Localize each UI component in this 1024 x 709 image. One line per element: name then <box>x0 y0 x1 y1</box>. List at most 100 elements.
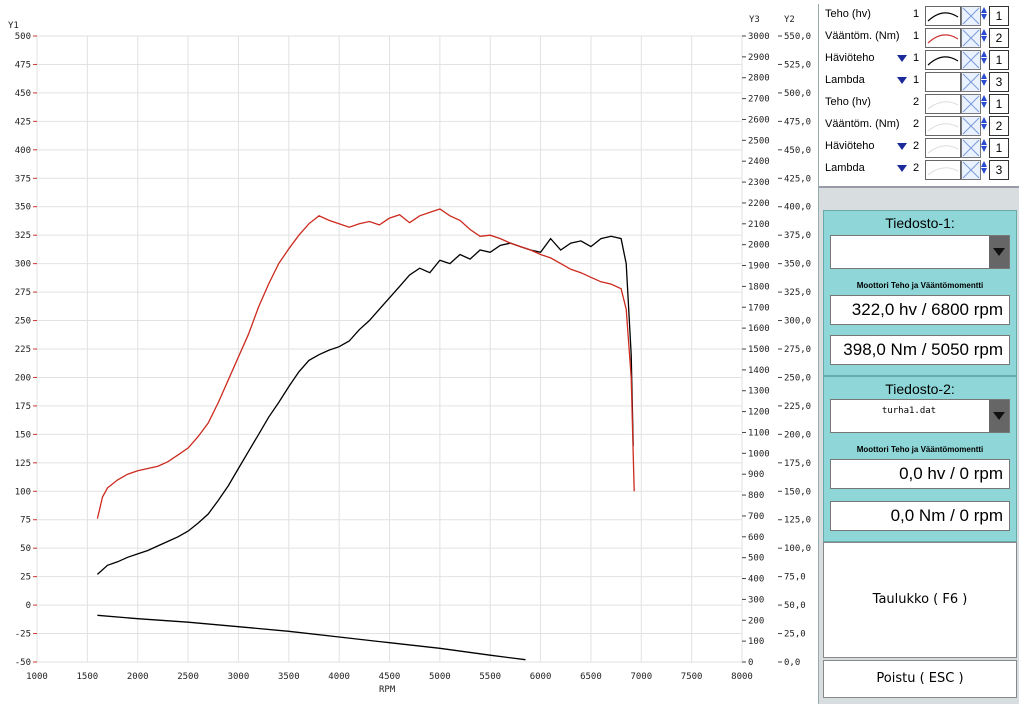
file1-select[interactable] <box>830 235 1010 269</box>
spin-up-icon[interactable] <box>980 73 987 79</box>
spin-up-icon[interactable] <box>980 117 987 123</box>
legend-row[interactable]: Vääntöm. (Nm) 1 2 <box>819 26 1019 48</box>
spin-down-icon[interactable] <box>980 102 987 108</box>
y3-tick-label: 400 <box>748 575 764 585</box>
y3-tick-label: 1200 <box>748 408 770 418</box>
line-style-icon[interactable] <box>925 50 961 70</box>
legend-row[interactable]: Häviöteho 2 1 <box>819 136 1019 158</box>
legend-row[interactable]: Häviöteho 1 1 <box>819 48 1019 70</box>
legend-row[interactable]: Vääntöm. (Nm) 2 2 <box>819 114 1019 136</box>
y1-tick-label: 475 <box>15 60 31 70</box>
y3-tick-label: 1500 <box>748 345 770 355</box>
x-tick-label: 3000 <box>228 672 250 682</box>
series-line-h-vi-teho <box>97 614 526 661</box>
visibility-toggle-icon[interactable] <box>961 94 981 114</box>
visibility-toggle-icon[interactable] <box>961 50 981 70</box>
legend-axis-number: 2 <box>989 116 1009 136</box>
y1-tick-label: 75 <box>20 516 31 526</box>
visibility-toggle-icon[interactable] <box>961 138 981 158</box>
x-tick-label: 4500 <box>379 672 401 682</box>
triangle-down-icon[interactable] <box>897 165 907 172</box>
legend-row[interactable]: Teho (hv) 1 1 <box>819 4 1019 26</box>
x-tick-label: 7500 <box>681 672 703 682</box>
axis-spinner[interactable] <box>980 160 987 178</box>
legend-file-number: 2 <box>913 140 920 152</box>
spin-up-icon[interactable] <box>980 95 987 101</box>
y3-tick-label: 700 <box>748 512 764 522</box>
spin-up-icon[interactable] <box>980 7 987 13</box>
axis-spinner[interactable] <box>980 94 987 112</box>
table-button[interactable]: Taulukko ( F6 ) <box>823 542 1017 658</box>
line-style-icon[interactable] <box>925 6 961 26</box>
file2-select-value: turha1.dat <box>881 406 937 416</box>
axis-spinner[interactable] <box>980 116 987 134</box>
y2-tick-label: 550,0 <box>784 32 811 42</box>
legend-series-name: Teho (hv) <box>825 96 871 108</box>
chevron-down-icon[interactable] <box>989 236 1009 268</box>
spin-up-icon[interactable] <box>980 161 987 167</box>
y1-tick-label: 325 <box>15 231 31 241</box>
spin-up-icon[interactable] <box>980 29 987 35</box>
spin-up-icon[interactable] <box>980 139 987 145</box>
axis-spinner[interactable] <box>980 72 987 90</box>
chevron-down-icon[interactable] <box>989 400 1009 432</box>
y3-tick-label: 1100 <box>748 428 770 438</box>
visibility-toggle-icon[interactable] <box>961 160 981 180</box>
legend-row[interactable]: Lambda 2 3 <box>819 158 1019 180</box>
visibility-toggle-icon[interactable] <box>961 6 981 26</box>
x-tick-label: 1500 <box>77 672 99 682</box>
triangle-down-icon[interactable] <box>897 55 907 62</box>
file2-power-readout: 0,0 hv / 0 rpm <box>830 459 1010 489</box>
spin-down-icon[interactable] <box>980 146 987 152</box>
spin-down-icon[interactable] <box>980 58 987 64</box>
y2-tick-label: 0,0 <box>784 658 800 668</box>
triangle-down-icon[interactable] <box>897 143 907 150</box>
exit-button[interactable]: Poistu ( ESC ) <box>823 660 1017 698</box>
line-style-icon[interactable] <box>925 138 961 158</box>
spin-down-icon[interactable] <box>980 124 987 130</box>
legend-row[interactable]: Teho (hv) 2 1 <box>819 92 1019 114</box>
spin-down-icon[interactable] <box>980 14 987 20</box>
y2-axis-label: Y2 <box>784 15 795 25</box>
line-style-icon[interactable] <box>925 160 961 180</box>
y3-tick-label: 2000 <box>748 241 770 251</box>
visibility-toggle-icon[interactable] <box>961 72 981 92</box>
spin-down-icon[interactable] <box>980 36 987 42</box>
y2-tick-label: 525,0 <box>784 60 811 70</box>
line-style-icon[interactable] <box>925 94 961 114</box>
file1-subtitle: Moottori Teho ja Vääntömomentti <box>856 281 984 290</box>
x-tick-label: 7000 <box>630 672 652 682</box>
y3-tick-label: 100 <box>748 637 764 647</box>
x-axis-label: RPM <box>379 685 396 695</box>
legend-series-name: Vääntöm. (Nm) <box>825 118 900 130</box>
spin-down-icon[interactable] <box>980 80 987 86</box>
file2-subtitle: Moottori Teho ja Vääntömomentti <box>856 445 984 454</box>
y2-tick-label: 275,0 <box>784 345 811 355</box>
y2-tick-label: 225,0 <box>784 402 811 412</box>
x-tick-label: 6000 <box>530 672 552 682</box>
visibility-toggle-icon[interactable] <box>961 116 981 136</box>
axis-spinner[interactable] <box>980 138 987 156</box>
x-tick-label: 2000 <box>127 672 149 682</box>
triangle-down-icon[interactable] <box>897 77 907 84</box>
line-style-icon[interactable] <box>925 116 961 136</box>
legend-axis-number: 3 <box>989 72 1009 92</box>
y3-tick-label: 1900 <box>748 262 770 272</box>
legend-file-number: 1 <box>913 8 920 20</box>
y1-tick-label: 425 <box>15 117 31 127</box>
line-style-icon[interactable] <box>925 72 961 92</box>
axis-ticks: 1000 1500 2000 2500 3000 3500 4000 4500 5000 5500… <box>15 32 811 682</box>
spin-up-icon[interactable] <box>980 51 987 57</box>
axis-spinner[interactable] <box>980 6 987 24</box>
y1-tick-label: 300 <box>15 260 31 270</box>
y1-tick-label: 200 <box>15 373 31 383</box>
legend-row[interactable]: Lambda 1 3 <box>819 70 1019 92</box>
file2-select[interactable]: turha1.dat <box>830 399 1010 433</box>
axis-spinner[interactable] <box>980 28 987 46</box>
spin-down-icon[interactable] <box>980 168 987 174</box>
axis-spinner[interactable] <box>980 50 987 68</box>
visibility-toggle-icon[interactable] <box>961 28 981 48</box>
line-style-icon[interactable] <box>925 28 961 48</box>
y1-tick-label: 150 <box>15 430 31 440</box>
y1-tick-label: -25 <box>15 630 31 640</box>
